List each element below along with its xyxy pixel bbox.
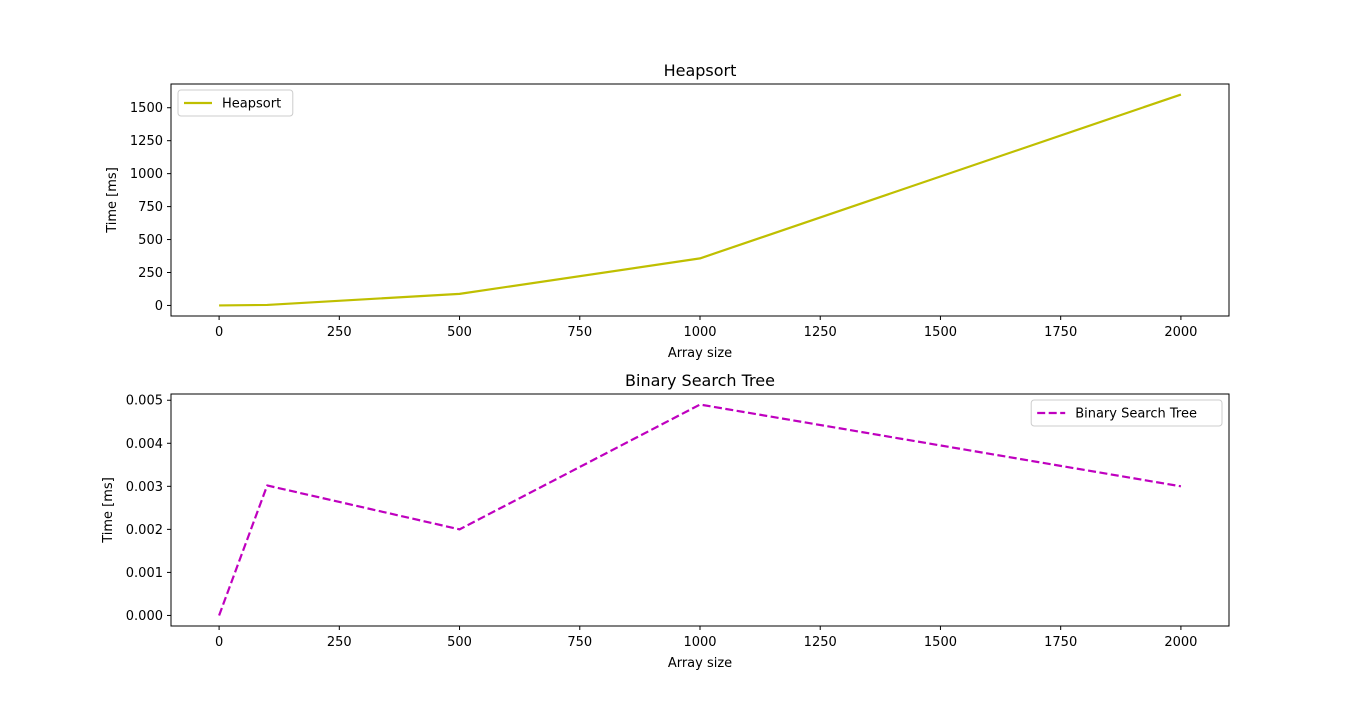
legend: Binary Search Tree [1030, 399, 1223, 427]
x-tick-label: 250 [327, 325, 352, 340]
x-axis-label: Array size [668, 656, 732, 671]
x-tick-label: 0 [215, 635, 223, 650]
legend-label: Binary Search Tree [1075, 407, 1197, 422]
y-tick-label: 250 [138, 266, 163, 281]
x-tick-label: 750 [567, 635, 592, 650]
legend: Heapsort [177, 89, 294, 117]
x-tick-label: 2000 [1164, 635, 1197, 650]
chart-title: Heapsort [664, 61, 737, 80]
subplot-heapsort: Heapsort 0 250 500 750 1000 1250 1500 1750 2000 0 2… [105, 61, 1230, 361]
y-tick-label: 0.002 [126, 523, 163, 538]
legend-label: Heapsort [222, 97, 281, 112]
x-tick-label: 1250 [804, 635, 837, 650]
x-tick-label: 1000 [683, 325, 716, 340]
y-tick-label: 0 [155, 299, 163, 314]
series-line-0 [218, 403, 1182, 616]
y-tick-label: 0.001 [126, 566, 163, 581]
y-axis-label: Time [ms] [101, 477, 116, 544]
y-tick-label: 750 [138, 200, 163, 215]
y-tick-label: 1000 [130, 167, 163, 182]
y-tick-label: 500 [138, 233, 163, 248]
x-tick-label: 1500 [924, 325, 957, 340]
subplot-binary-search-tree: Binary Search Tree 0 250 500 750 1000 1250 1500… [101, 371, 1230, 671]
y-tick-label: 1250 [130, 134, 163, 149]
x-tick-label: 1500 [924, 635, 957, 650]
x-tick-label: 750 [567, 325, 592, 340]
y-tick-label: 1500 [130, 101, 163, 116]
series-line-0 [219, 93, 1182, 307]
chart-title: Binary Search Tree [625, 371, 775, 390]
y-axis-label: Time [ms] [105, 167, 120, 234]
legend-box [177, 89, 294, 117]
x-tick-label: 1000 [683, 635, 716, 650]
legend-box [1030, 399, 1223, 427]
x-tick-label: 500 [447, 635, 472, 650]
x-tick-label: 1250 [804, 325, 837, 340]
x-axis-label: Array size [668, 346, 732, 361]
x-tick-label: 1750 [1044, 325, 1077, 340]
x-tick-label: 500 [447, 325, 472, 340]
x-tick-label: 250 [327, 635, 352, 650]
y-tick-label: 0.003 [126, 480, 163, 495]
x-tick-label: 2000 [1164, 325, 1197, 340]
x-tick-label: 1750 [1044, 635, 1077, 650]
y-tick-label: 0.004 [126, 437, 163, 452]
y-tick-label: 0.000 [126, 609, 163, 624]
y-tick-label: 0.005 [126, 394, 163, 409]
x-tick-label: 0 [215, 325, 223, 340]
